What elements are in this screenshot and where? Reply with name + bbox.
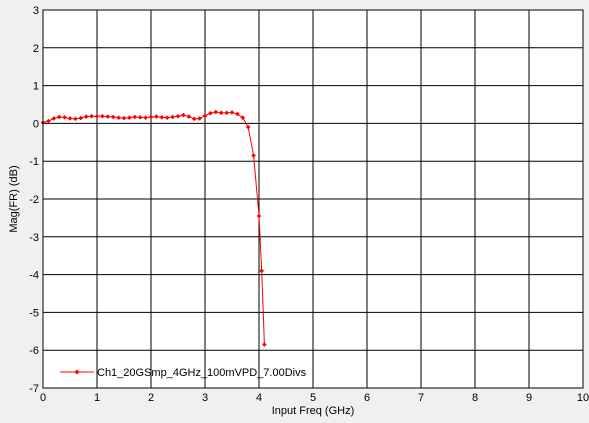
data-point	[137, 115, 143, 120]
data-point	[94, 113, 100, 119]
y-tick-label: -4	[29, 270, 39, 282]
data-point	[251, 153, 256, 158]
x-tick-label: 6	[364, 392, 370, 404]
x-tick-label: 2	[148, 392, 154, 404]
x-tick-label: 1	[94, 392, 100, 404]
y-tick-label: -2	[29, 194, 39, 206]
x-tick-label: 4	[256, 392, 262, 404]
plot-frame	[42, 9, 584, 389]
data-point	[56, 114, 62, 120]
data-point	[170, 114, 175, 120]
x-tick-label: 7	[418, 392, 424, 404]
y-axis-title: Mag(FR) (dB)	[8, 165, 20, 232]
y-tick-label: 3	[33, 5, 39, 17]
data-point	[235, 111, 240, 117]
y-tick-label: -5	[29, 307, 39, 319]
data-point	[78, 115, 84, 121]
data-point	[208, 110, 213, 116]
data-point	[148, 114, 154, 120]
data-point	[191, 116, 197, 122]
data-point	[256, 213, 262, 219]
data-point	[83, 114, 89, 119]
y-tick-labels: 3 2 1 0 -1 -2 -3 -4 -5 -6 -7	[29, 5, 39, 395]
x-tick-labels: 0 1 2 3 4 5 6 7 8 9 10	[40, 392, 589, 404]
x-tick-label: 8	[472, 392, 478, 404]
data-point	[213, 109, 219, 115]
x-tick-label: 3	[202, 392, 208, 404]
x-tick-label: 0	[40, 392, 46, 404]
data-point	[259, 268, 264, 274]
x-tick-label: 9	[526, 392, 532, 404]
y-tick-label: -3	[29, 232, 39, 244]
data-point	[262, 342, 267, 347]
data-point	[100, 113, 105, 119]
data-point	[110, 114, 116, 120]
data-point	[175, 113, 181, 119]
y-tick-label: 0	[33, 118, 39, 130]
data-point	[154, 114, 159, 119]
data-point	[73, 116, 78, 122]
data-point	[143, 115, 148, 121]
data-point	[164, 115, 170, 121]
data-point	[132, 114, 138, 120]
y-tick-label: -7	[29, 383, 39, 395]
data-point	[224, 110, 229, 116]
x-axis-title: Input Freq (GHz)	[272, 405, 355, 417]
data-point	[67, 116, 73, 121]
data-point	[197, 116, 202, 121]
x-tick-label: 5	[310, 392, 316, 404]
data-point	[240, 115, 246, 121]
y-tick-label: -6	[29, 345, 39, 357]
data-point	[229, 110, 235, 115]
legend-marker	[74, 369, 80, 375]
data-point	[121, 115, 127, 121]
y-tick-label: 1	[33, 81, 39, 93]
y-tick-label: 2	[33, 43, 39, 55]
series-layer	[40, 109, 267, 347]
data-point	[245, 124, 251, 130]
legend-label: Ch1_20GSmp_4GHz_100mVPD_7.00Divs	[97, 367, 307, 379]
data-point	[202, 113, 208, 119]
data-point	[116, 115, 121, 121]
data-point	[105, 114, 111, 119]
data-point	[89, 113, 94, 119]
data-point	[62, 115, 67, 120]
legend: Ch1_20GSmp_4GHz_100mVPD_7.00Divs	[60, 367, 307, 379]
data-point	[181, 112, 186, 118]
x-tick-label: 10	[577, 392, 589, 404]
data-point	[159, 115, 165, 120]
data-point	[186, 114, 192, 119]
y-tick-label: -1	[29, 156, 39, 168]
data-point	[46, 118, 51, 124]
data-point	[218, 110, 224, 116]
data-point	[51, 116, 57, 121]
data-point	[127, 115, 132, 121]
